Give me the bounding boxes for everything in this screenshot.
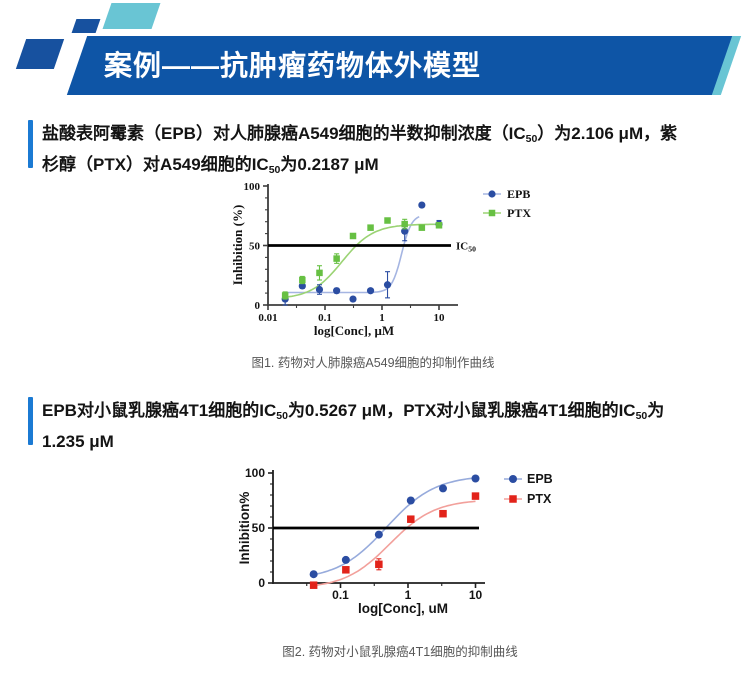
data-point-ptx xyxy=(375,560,383,569)
data-point-ptx xyxy=(384,217,391,224)
data-point-ptx xyxy=(401,220,408,228)
data-point-epb xyxy=(309,570,318,579)
data-point-epb xyxy=(374,530,383,539)
section-1-paragraph: 盐酸表阿霉素（EPB）对人肺腺癌A549细胞的半数抑制浓度（IC50）为2.10… xyxy=(42,121,748,183)
text-run: 盐酸表阿霉素（EPB）对人肺腺癌A549细胞的半数抑制浓度（IC xyxy=(42,124,526,143)
data-point-ptx xyxy=(333,255,340,262)
figure-1-chart-a549: 0 50 100 0.01 0.1 1 10 IC50 EPB PTX log[Conc], μM I… xyxy=(230,181,531,338)
text-run: 杉醇（PTX）对A549细胞的IC xyxy=(42,154,269,174)
data-point-ptx xyxy=(316,269,323,277)
fit-curve-ptx xyxy=(285,223,439,298)
data-point-ptx xyxy=(418,224,426,231)
x-axis-label: log[Conc], μM xyxy=(314,323,394,338)
subscript-text: 50 xyxy=(268,163,281,176)
x-tick-label: 10 xyxy=(434,312,446,324)
section-2-paragraph: EPB对小鼠乳腺癌4T1细胞的IC50为0.5267 μM，PTX对小鼠乳腺癌4… xyxy=(42,398,748,454)
data-point-epb xyxy=(366,287,375,295)
legend-label-ptx: PTX xyxy=(507,206,531,220)
legend-marker-epb xyxy=(509,475,517,483)
legend-marker-epb xyxy=(488,190,496,198)
text-run: 为 xyxy=(647,401,665,420)
subscript-text: 50 xyxy=(635,409,648,422)
data-point-ptx xyxy=(342,566,350,574)
x-tick-label: 10 xyxy=(469,588,483,602)
data-point-epb xyxy=(333,287,341,295)
data-point-ptx xyxy=(407,515,415,523)
y-tick-label: 100 xyxy=(245,466,265,480)
section-2-accent-bar xyxy=(28,397,33,445)
data-point-ptx xyxy=(439,509,447,518)
subscript-text: 50 xyxy=(525,132,538,145)
text-run: 1.235 μM xyxy=(42,431,114,451)
x-tick-label: 1 xyxy=(405,588,412,602)
y-tick-label: 0 xyxy=(258,576,265,590)
data-point-ptx xyxy=(309,581,318,589)
data-point-ptx xyxy=(367,224,374,231)
x-tick-label: 0.1 xyxy=(332,588,349,602)
data-point-epb xyxy=(315,285,324,294)
legend-label-ptx: PTX xyxy=(527,492,552,506)
figure-1-caption: 图1. 药物对人肺腺癌A549细胞的抑制作曲线 xyxy=(251,356,495,370)
data-point-ptx xyxy=(299,276,306,284)
data-point-epb xyxy=(438,484,447,493)
deco-parallelogram-blue-left xyxy=(15,39,65,69)
legend-label-epb: EPB xyxy=(507,187,530,201)
data-point-ptx xyxy=(471,492,480,500)
x-tick-label: 1 xyxy=(379,312,385,324)
ic50-label: IC50 xyxy=(456,241,476,254)
y-axis-label: Inhibition (%) xyxy=(230,205,245,286)
data-point-ptx xyxy=(281,292,289,299)
text-run: 为0.2187 μM xyxy=(280,154,379,174)
deco-parallelogram-blue-small xyxy=(71,19,101,33)
data-point-epb xyxy=(349,295,357,303)
y-axis-label: Inhibition% xyxy=(237,492,252,565)
data-point-epb xyxy=(471,474,480,483)
figure-2-caption: 图2. 药物对小鼠乳腺癌4T1细胞的抑制曲线 xyxy=(282,645,518,659)
x-axis-label: log[Conc], uM xyxy=(358,601,448,616)
data-point-ptx xyxy=(349,232,357,240)
page-title: 案例——抗肿瘤药物体外模型 xyxy=(104,50,482,81)
y-tick-label: 100 xyxy=(244,181,261,193)
data-point-ptx xyxy=(435,222,443,229)
data-point-epb xyxy=(341,555,350,564)
text-run: 为0.5267 μM，PTX对小鼠乳腺癌4T1细胞的IC xyxy=(287,401,636,420)
x-tick-label: 0.01 xyxy=(258,312,277,324)
data-point-epb xyxy=(406,496,415,505)
fit-curve-ptx xyxy=(313,500,476,587)
section-1-accent-bar xyxy=(28,120,33,168)
subscript-text: 50 xyxy=(276,409,288,422)
y-tick-label: 50 xyxy=(249,241,261,253)
figure-2-chart-4t1: 0 50 100 0.1 1 10 EPB PTX log[Conc], uM Inhibitio… xyxy=(237,466,553,616)
text-run: EPB对小鼠乳腺癌4T1细胞的IC xyxy=(42,401,277,420)
legend-label-epb: EPB xyxy=(527,472,553,486)
data-point-epb xyxy=(383,281,392,289)
y-tick-label: 0 xyxy=(255,300,261,312)
text-run: ）为2.106 μM，紫 xyxy=(537,124,678,143)
data-point-epb xyxy=(401,227,409,235)
x-tick-label: 0.1 xyxy=(318,312,332,324)
deco-parallelogram-teal-top xyxy=(102,3,161,29)
legend-marker-ptx xyxy=(488,209,496,217)
legend-marker-ptx xyxy=(509,495,517,503)
data-point-epb xyxy=(298,282,306,290)
y-tick-label: 50 xyxy=(252,521,266,535)
data-point-epb xyxy=(418,201,426,209)
fit-curve-epb xyxy=(313,477,476,576)
